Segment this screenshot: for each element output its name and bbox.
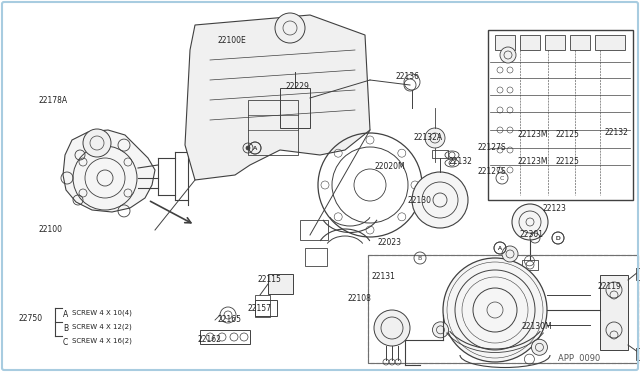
Text: 22127S: 22127S [478,167,507,176]
Bar [368,255,638,363]
Bar [488,30,633,200]
Text: 22131: 22131 [372,272,396,281]
Text: 22123: 22123 [543,204,567,213]
Text: 22127S: 22127S [478,143,507,152]
Bar [368,255,638,363]
Bar [200,330,250,344]
Circle shape [500,47,516,63]
Text: A: A [498,246,502,250]
Text: A: A [253,145,257,151]
Text: 22132: 22132 [449,157,473,166]
Text: 22132A: 22132A [414,133,443,142]
Circle shape [246,146,250,150]
Text: 22750: 22750 [18,314,42,323]
Text: 22178A: 22178A [38,96,67,105]
Bar [545,35,565,50]
Text: C: C [63,338,68,347]
Text: B: B [418,256,422,260]
Text: 22123M: 22123M [518,130,548,139]
Text: 22115: 22115 [258,275,282,284]
Bar [300,220,328,240]
Bar [600,275,628,350]
Bar [522,260,538,270]
Circle shape [83,129,111,157]
Text: A: A [498,246,502,250]
Text: B: B [63,324,68,333]
Bar [636,348,640,360]
Text: 22157: 22157 [248,304,272,313]
Text: A: A [63,310,68,319]
Circle shape [443,258,547,362]
Text: 22162: 22162 [198,335,222,344]
Circle shape [512,204,548,240]
Text: 22108: 22108 [348,294,372,303]
Bar [636,268,640,280]
Text: D: D [556,235,561,241]
Text: 22100: 22100 [38,225,62,234]
Bar [280,88,310,128]
Text: SCREW 4 X 16(2): SCREW 4 X 16(2) [72,338,132,344]
Circle shape [275,13,305,43]
Bar [255,295,270,317]
Text: 22125: 22125 [556,157,580,166]
Circle shape [412,172,468,228]
Bar [520,35,540,50]
Text: A: A [253,145,257,151]
Circle shape [374,310,410,346]
Circle shape [433,322,449,338]
Circle shape [425,128,445,148]
Bar [495,35,515,50]
Bar [255,300,277,316]
Bar [432,150,448,158]
Polygon shape [185,15,370,180]
Text: 22020M: 22020M [375,162,406,171]
Bar [595,35,625,50]
Text: 22132: 22132 [605,128,629,137]
Text: APP  0090: APP 0090 [558,354,600,363]
Bar [305,248,327,266]
Text: 22123M: 22123M [518,157,548,166]
Text: 22100E: 22100E [218,36,247,45]
Text: D: D [556,235,560,241]
Circle shape [531,339,547,355]
Text: 22023: 22023 [378,238,402,247]
Bar [368,255,638,363]
Text: 22119: 22119 [598,282,622,291]
Text: 22130M: 22130M [522,322,552,331]
Bar [268,274,293,294]
Text: 22301: 22301 [520,230,544,239]
Text: 22165: 22165 [218,315,242,324]
Polygon shape [63,130,155,212]
Text: 22229: 22229 [286,82,310,91]
Bar [248,100,298,155]
Text: SCREW 4 X 12(2): SCREW 4 X 12(2) [72,324,132,330]
Text: SCREW 4 X 10(4): SCREW 4 X 10(4) [72,310,132,317]
Text: C: C [500,176,504,180]
Circle shape [502,246,518,262]
Text: 22136: 22136 [396,72,420,81]
Text: 22125: 22125 [556,130,580,139]
Bar [570,35,590,50]
Text: 22130: 22130 [408,196,432,205]
